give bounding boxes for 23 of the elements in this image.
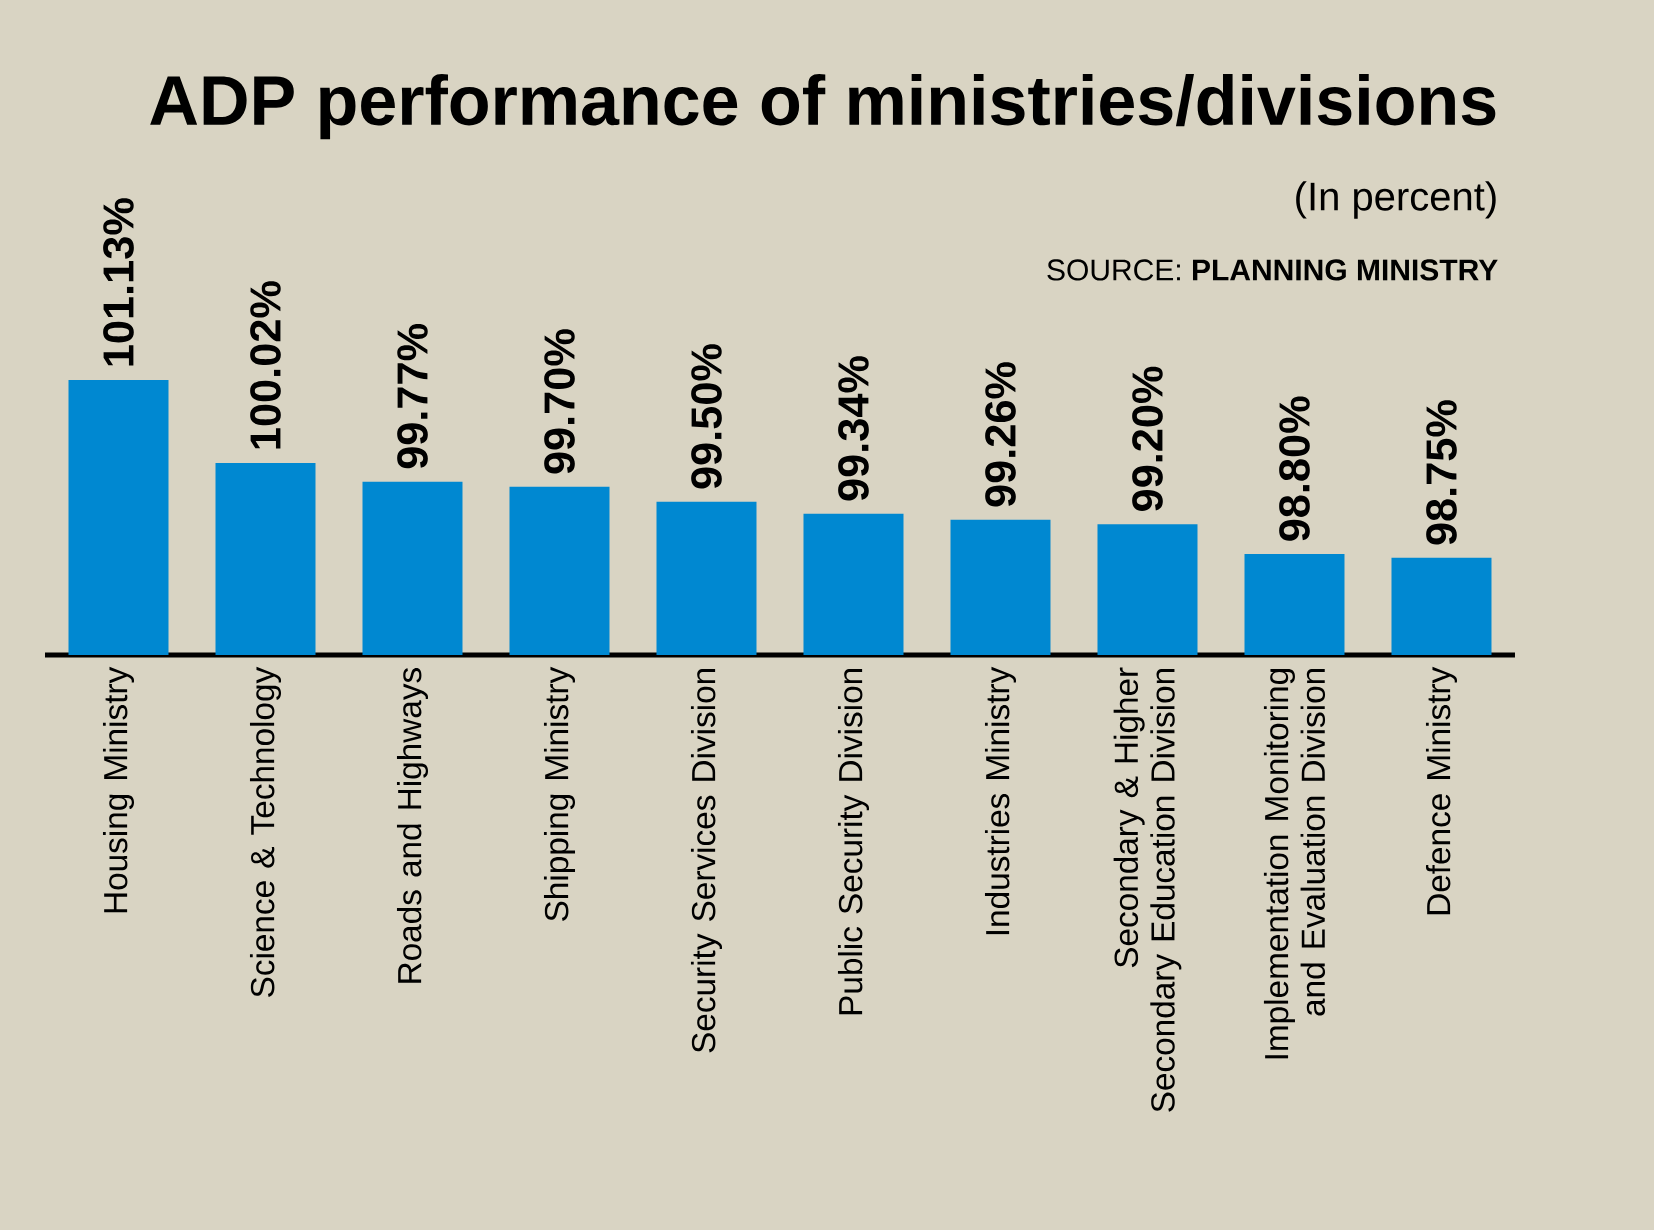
x-tick-label: Science & Technology bbox=[249, 666, 282, 997]
data-label: 99.26% bbox=[985, 362, 1016, 507]
data-label: 99.50% bbox=[691, 344, 722, 489]
x-tick-label: Shipping Ministry bbox=[543, 666, 576, 921]
data-label: 99.70% bbox=[544, 329, 575, 474]
data-label: 98.80% bbox=[1279, 396, 1310, 541]
x-tick-label: Roads and Highways bbox=[396, 668, 429, 983]
data-label: 98.75% bbox=[1426, 400, 1457, 545]
x-tick-label: Security Services Division bbox=[690, 669, 723, 1053]
x-tick-label: Defence Ministry bbox=[1425, 666, 1458, 915]
data-label: 99.34% bbox=[838, 356, 869, 501]
x-tick-label: Housing Ministry bbox=[102, 666, 135, 913]
chart-title: ADP performance of ministries/divisions bbox=[150, 74, 1496, 140]
data-label: 101.13% bbox=[103, 198, 134, 366]
chart-subtitle: (In percent) bbox=[1296, 181, 1496, 219]
x-tick-label: Public Security Division bbox=[837, 669, 870, 1015]
data-label: 99.77% bbox=[397, 324, 428, 469]
x-tick-label: Secondary & Higher Secondary Education Division bbox=[1113, 667, 1182, 1112]
data-label: 99.20% bbox=[1132, 366, 1163, 511]
x-tick-label: Industries Ministry bbox=[984, 666, 1017, 935]
source-note: SOURCE: PLANNING MINISTRY bbox=[1047, 259, 1498, 281]
data-label: 100.02% bbox=[250, 281, 281, 449]
x-tick-label: Implementation Monitoring and Evaluation Division bbox=[1263, 668, 1326, 1059]
